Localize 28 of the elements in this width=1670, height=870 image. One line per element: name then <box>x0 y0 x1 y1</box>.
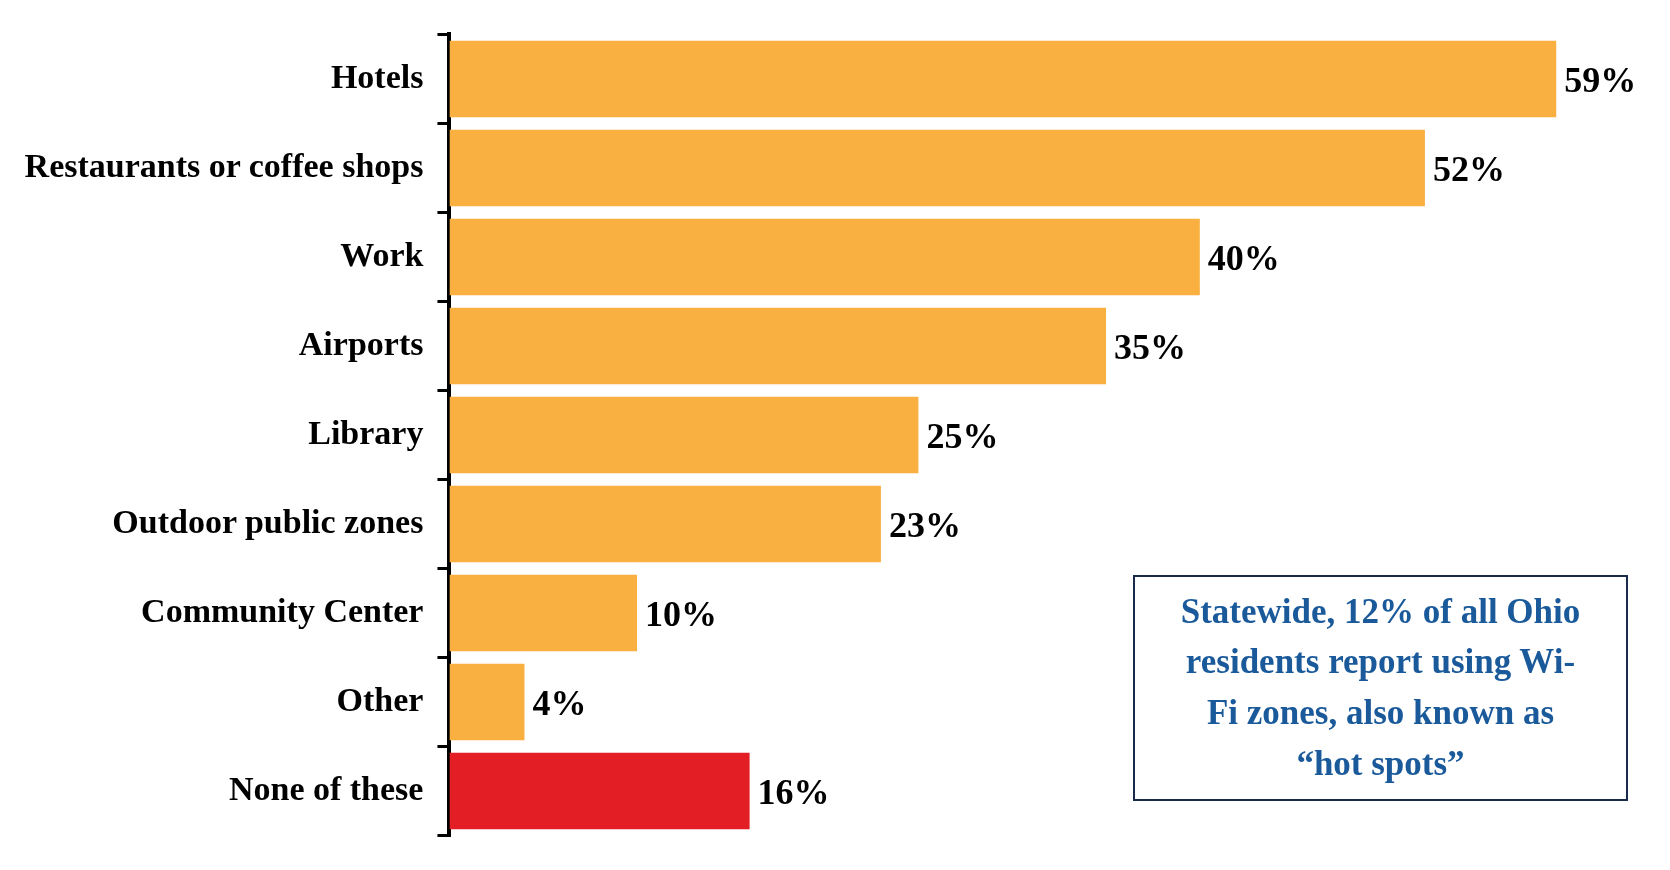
bar <box>449 307 1107 385</box>
y-tick-label: Work <box>340 235 424 273</box>
annotation: Statewide, 12% of all Ohio residents report using Wi-Fi zones, also known as “hot spots” <box>1133 575 1628 801</box>
y-tick-label: Other <box>336 680 424 718</box>
y-tick-label: Restaurants or coffee shops <box>24 146 424 184</box>
data-label: 10% <box>645 594 718 635</box>
bar <box>449 218 1200 296</box>
y-tick-label: Community Center <box>141 591 424 629</box>
data-label: 52% <box>1432 149 1505 190</box>
y-tick-label: Hotels <box>330 57 424 95</box>
y-tick-label: None of these <box>228 769 424 807</box>
y-tick-label: Outdoor public zones <box>112 502 424 540</box>
bar <box>449 574 638 652</box>
bar <box>449 129 1425 207</box>
bar <box>449 40 1557 118</box>
data-label: 25% <box>926 416 999 457</box>
data-label: 35% <box>1114 327 1187 368</box>
bar <box>449 485 881 563</box>
bar <box>449 396 919 474</box>
data-label: 4% <box>532 683 587 724</box>
bar <box>449 663 525 741</box>
bar <box>449 752 750 830</box>
data-label: 40% <box>1207 238 1280 279</box>
y-tick-label: Library <box>308 413 424 451</box>
y-tick-label: Airports <box>298 324 424 362</box>
data-label: 59% <box>1564 60 1637 101</box>
data-label: 16% <box>757 772 830 813</box>
data-label: 23% <box>888 505 961 546</box>
